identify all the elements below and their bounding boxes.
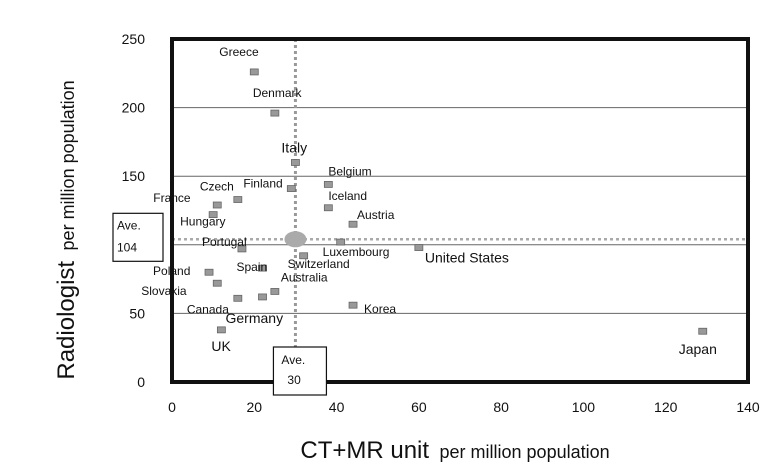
data-points <box>204 68 708 335</box>
average-y-box-label: Ave. <box>117 218 141 232</box>
x-axis-label-main: CT+MR unit <box>300 437 429 464</box>
average-y-box <box>112 212 164 262</box>
point-labels: GreeceDenmarkItalyBelgiumFinlandCzechFra… <box>141 45 717 357</box>
label-switzerland: Switzerland <box>288 257 350 271</box>
point-austria <box>348 220 358 228</box>
x-tick-120: 120 <box>654 399 678 415</box>
point-hungary <box>208 211 218 219</box>
point-korea <box>348 301 358 309</box>
point-slovakia <box>212 279 222 287</box>
average-x-box-label: Ave. <box>281 353 305 367</box>
label-luxembourg: Luxembourg <box>323 245 390 259</box>
point-belgium <box>323 181 333 188</box>
label-belgium: Belgium <box>328 164 371 178</box>
label-italy: Italy <box>281 139 307 155</box>
average-y-box-value: 104 <box>117 240 137 254</box>
label-denmark: Denmark <box>253 86 303 100</box>
y-axis-label-main: Radiologist <box>53 261 80 380</box>
point-uk <box>216 326 226 334</box>
label-united-states: United States <box>425 250 509 266</box>
point-australia <box>270 288 280 295</box>
point-italy <box>291 159 300 166</box>
point-united-states <box>414 244 424 251</box>
average-x-box <box>272 346 328 396</box>
label-austria: Austria <box>357 208 395 222</box>
y-tick-200: 200 <box>122 100 146 116</box>
point-denmark <box>270 109 280 117</box>
point-czech <box>233 196 243 203</box>
average-boxes: Ave. 30 Ave. 104 <box>112 212 328 396</box>
label-greece: Greece <box>219 45 259 59</box>
average-x-box-value: 30 <box>287 373 301 387</box>
label-japan: Japan <box>679 341 717 357</box>
label-portugal: Portugal <box>202 235 247 249</box>
x-tick-100: 100 <box>572 399 596 415</box>
point-spain <box>258 264 267 272</box>
y-tick-50: 50 <box>129 305 145 321</box>
label-uk: UK <box>211 338 231 354</box>
point-japan <box>698 327 708 335</box>
point-switzerland <box>299 252 309 260</box>
x-axis-label-sub: per million population <box>440 442 610 462</box>
point-poland <box>204 268 214 276</box>
label-finland: Finland <box>243 177 282 191</box>
label-australia: Australia <box>281 270 328 284</box>
x-tick-0: 0 <box>168 399 176 415</box>
label-hungary: Hungary <box>180 215 225 229</box>
label-czech: Czech <box>200 180 234 194</box>
x-tick-40: 40 <box>329 399 345 415</box>
average-lines <box>172 39 748 382</box>
label-iceland: Iceland <box>328 189 367 203</box>
point-portugal <box>237 245 247 253</box>
label-germany: Germany <box>226 310 284 326</box>
x-tick-80: 80 <box>493 399 509 415</box>
x-tick-20: 20 <box>246 399 262 415</box>
x-tick-60: 60 <box>411 399 427 415</box>
y-tick-150: 150 <box>122 168 146 184</box>
label-korea: Korea <box>364 302 396 316</box>
point-finland <box>286 185 296 192</box>
point-greece <box>249 68 259 76</box>
label-canada: Canada <box>187 302 229 316</box>
plot-frame <box>170 37 750 384</box>
x-axis-ticks: 0 20 40 60 80 100 120 140 <box>168 399 760 415</box>
y-tick-250: 250 <box>122 31 146 47</box>
label-slovakia: Slovakia <box>141 284 187 298</box>
average-marker <box>284 231 307 248</box>
point-france <box>212 201 222 209</box>
x-tick-140: 140 <box>736 399 760 415</box>
label-spain: Spain <box>237 260 268 274</box>
point-germany <box>258 293 267 301</box>
x-axis-label: CT+MR unit per million population <box>300 437 609 464</box>
y-axis-ticks: 050100150200250 <box>122 31 146 390</box>
point-luxembourg <box>336 238 346 246</box>
point-canada <box>233 294 243 302</box>
y-axis-label: Radiologist per million population <box>53 80 80 379</box>
gridlines <box>172 107 748 314</box>
y-tick-0: 0 <box>137 374 145 390</box>
y-axis-label-sub: per million population <box>58 80 78 250</box>
point-iceland <box>323 204 333 212</box>
